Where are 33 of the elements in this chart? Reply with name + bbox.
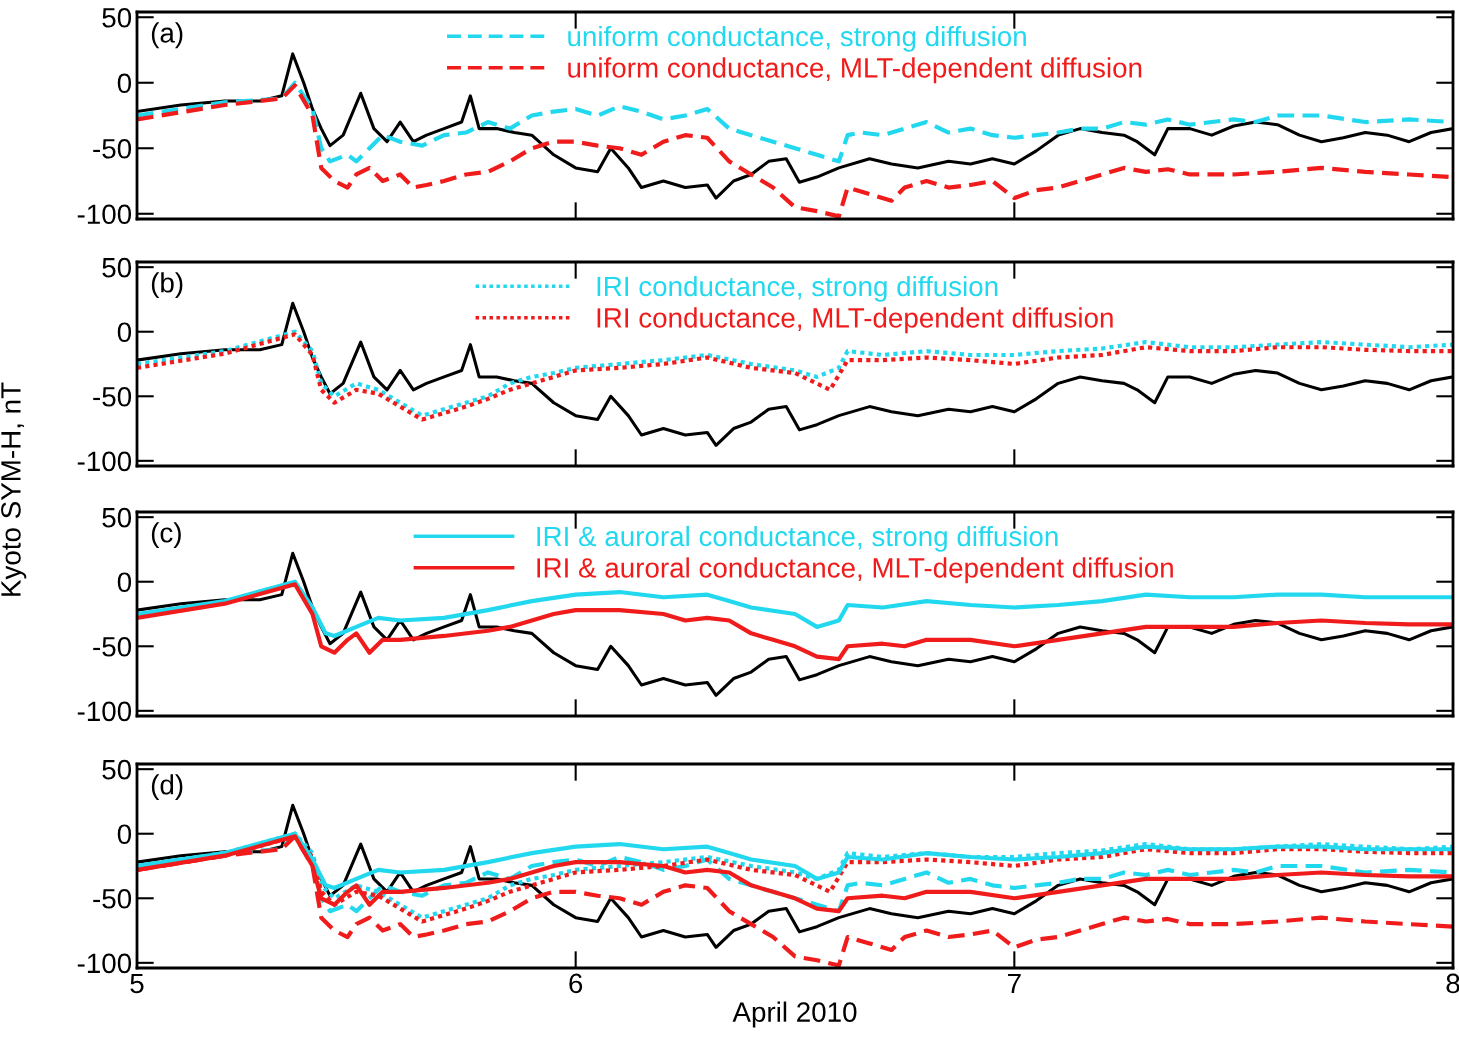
y-tick-label: 0 [117, 73, 132, 94]
legend-label: IRI & auroral conductance, strong diffusion [537, 525, 1058, 552]
y-tick-label: 50 [102, 507, 132, 528]
y-tick-label: -100 [77, 953, 132, 974]
y-tick-label: 0 [117, 322, 132, 343]
y-tick-label: -100 [77, 204, 132, 225]
x-tick-label: 6 [569, 973, 583, 994]
x-tick-label: 8 [1446, 973, 1459, 994]
annotation: (b) [151, 272, 183, 299]
y-tick-label: 50 [102, 7, 132, 28]
y-tick-label: 50 [102, 759, 132, 780]
y-tick-label: -50 [93, 138, 132, 159]
annotation: (a) [151, 22, 183, 49]
line-series [137, 582, 1453, 662]
annotation: (d) [151, 774, 183, 801]
annotation: (c) [151, 522, 181, 549]
y-tick-label: -50 [93, 888, 132, 909]
y-tick-label: -100 [77, 451, 132, 472]
legend-label: IRI conductance, MLT-dependent diffusion [597, 307, 1113, 334]
legend-label: IRI & auroral conductance, MLT-dependent diffusion [537, 557, 1173, 584]
y-tick-label: 50 [102, 257, 132, 278]
x-axis-title: April 2010 [732, 1001, 857, 1028]
series-label: IRI conductance, strong diffusion [597, 275, 998, 302]
y-tick-label: -50 [93, 386, 132, 407]
y-tick-label: 0 [117, 572, 132, 593]
legend-label: uniform conductance, MLT-dependent diffusion [568, 57, 1142, 84]
x-tick-label: 5 [130, 973, 144, 994]
y-tick-label: 0 [117, 824, 132, 845]
y-axis-title: Kyoto SYM-H, nT [1, 382, 27, 596]
y-tick-label: -100 [77, 701, 132, 722]
y-tick-label: -50 [93, 636, 132, 657]
text: uniform conductance, strong diffusion [568, 25, 1026, 52]
x-tick-label: 7 [1008, 973, 1021, 993]
